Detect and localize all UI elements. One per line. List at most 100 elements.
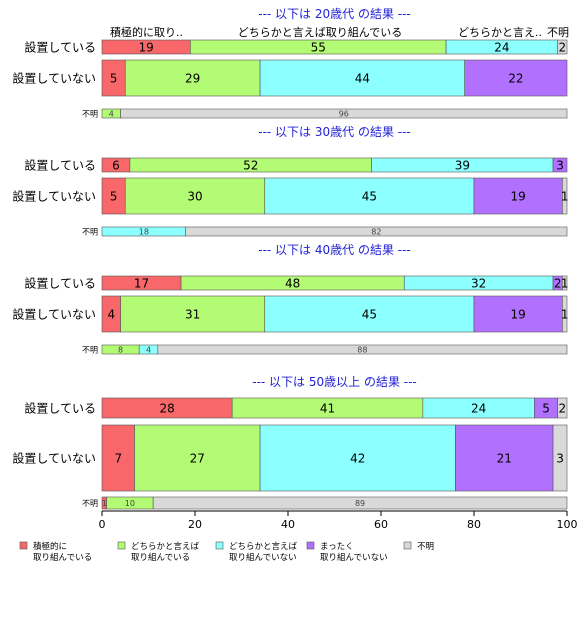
value-label: 4	[146, 345, 151, 354]
value-label: 19	[511, 189, 526, 203]
bar-segment	[562, 295, 568, 333]
x-tick-label: 100	[557, 518, 578, 531]
x-tick-label: 40	[281, 518, 295, 531]
bar-segment	[120, 108, 568, 119]
value-label: 29	[185, 71, 200, 85]
header-category-label: どちらかと言えば取り組んでいる	[238, 26, 402, 39]
bar-segment	[124, 59, 261, 97]
x-tick-label: 80	[467, 518, 481, 531]
value-label: 19	[139, 40, 154, 54]
value-label: 24	[471, 401, 486, 415]
value-label: 32	[471, 276, 486, 290]
value-label: 88	[357, 345, 367, 354]
panel-title: --- 以下は 50歳以上 の結果 ---	[252, 375, 417, 389]
row-label: 設置している	[24, 157, 96, 172]
bar-segment	[120, 295, 266, 333]
row-label: 設置している	[24, 400, 96, 415]
legend-swatch	[403, 541, 412, 550]
value-label: 24	[494, 40, 509, 54]
bar-segment	[552, 424, 568, 492]
legend-label: 取り組んでいる	[131, 552, 190, 563]
row-label: 設置していない	[12, 306, 96, 321]
bar-segment	[562, 177, 568, 215]
row-label: 設置していない	[12, 188, 96, 203]
row-label: 不明	[82, 345, 98, 354]
value-label: 31	[185, 307, 200, 321]
legend-label: 積極的に	[33, 541, 67, 552]
bar-segment	[562, 275, 568, 291]
value-label: 2	[559, 40, 567, 54]
legend-label: 取り組んでいない	[320, 552, 388, 563]
value-label: 5	[110, 71, 118, 85]
value-label: 48	[285, 276, 300, 290]
panel-title: --- 以下は 20歳代 の結果 ---	[258, 7, 411, 21]
row-label: 設置していない	[12, 450, 96, 465]
bar-segment	[557, 397, 568, 419]
value-label: 41	[320, 401, 335, 415]
bar-segment	[259, 424, 456, 492]
legend-label: どちらかと言えば	[131, 541, 200, 552]
value-label: 8	[118, 345, 123, 354]
value-label: 10	[125, 499, 135, 508]
row-label: 不明	[82, 109, 98, 118]
value-label: 1	[561, 189, 569, 203]
panel-title: --- 以下は 30歳代 の結果 ---	[258, 125, 411, 139]
value-label: 45	[362, 189, 377, 203]
legend-swatch	[306, 541, 315, 550]
value-label: 5	[110, 189, 118, 203]
legend-label: まったく	[320, 542, 354, 552]
panel-title: --- 以下は 40歳代 の結果 ---	[258, 243, 411, 257]
value-label: 18	[139, 227, 149, 236]
value-label: 28	[159, 401, 174, 415]
value-label: 5	[542, 401, 550, 415]
row-label: 設置していない	[12, 70, 96, 85]
row-label: 不明	[82, 227, 98, 236]
header-category-label: どちらかと言え..	[458, 26, 542, 39]
x-tick-label: 0	[99, 518, 106, 531]
value-label: 3	[556, 451, 564, 465]
value-label: 1	[561, 307, 569, 321]
value-label: 52	[243, 158, 258, 172]
legend-label: どちらかと言えば	[229, 541, 298, 552]
bar-segment	[185, 226, 568, 237]
bar-segment	[455, 424, 554, 492]
value-label: 1	[102, 499, 107, 508]
value-label: 2	[554, 276, 562, 290]
bar-segment	[134, 424, 261, 492]
bar-segment	[152, 496, 568, 510]
value-label: 96	[339, 109, 349, 118]
value-label: 6	[112, 158, 120, 172]
header-category-label: 不明	[547, 26, 569, 39]
legend-label: 取り組んでいる	[33, 552, 92, 563]
value-label: 1	[561, 276, 569, 290]
bar-segment	[264, 295, 475, 333]
bar-segment	[464, 59, 568, 97]
bar-segment	[473, 177, 563, 215]
bar-segment	[259, 59, 466, 97]
bar-segment	[264, 177, 475, 215]
bar-segment	[473, 295, 563, 333]
value-label: 30	[187, 189, 202, 203]
value-label: 42	[350, 451, 365, 465]
legend-label: 不明	[417, 542, 434, 552]
bar-segment	[101, 424, 135, 492]
value-label: 3	[556, 158, 564, 172]
value-label: 22	[508, 71, 523, 85]
x-tick-label: 60	[374, 518, 388, 531]
value-label: 45	[362, 307, 377, 321]
value-label: 4	[107, 307, 115, 321]
legend-label: 取り組んでいない	[229, 552, 297, 563]
value-label: 44	[355, 71, 370, 85]
row-label: 不明	[82, 499, 98, 508]
value-label: 4	[109, 109, 114, 118]
legend-swatch	[117, 541, 126, 550]
row-label: 設置している	[24, 39, 96, 54]
legend-swatch	[19, 541, 28, 550]
value-label: 21	[497, 451, 512, 465]
value-label: 17	[134, 276, 149, 290]
bar-segment	[557, 39, 568, 55]
value-label: 89	[355, 499, 365, 508]
bar-segment	[157, 344, 568, 355]
